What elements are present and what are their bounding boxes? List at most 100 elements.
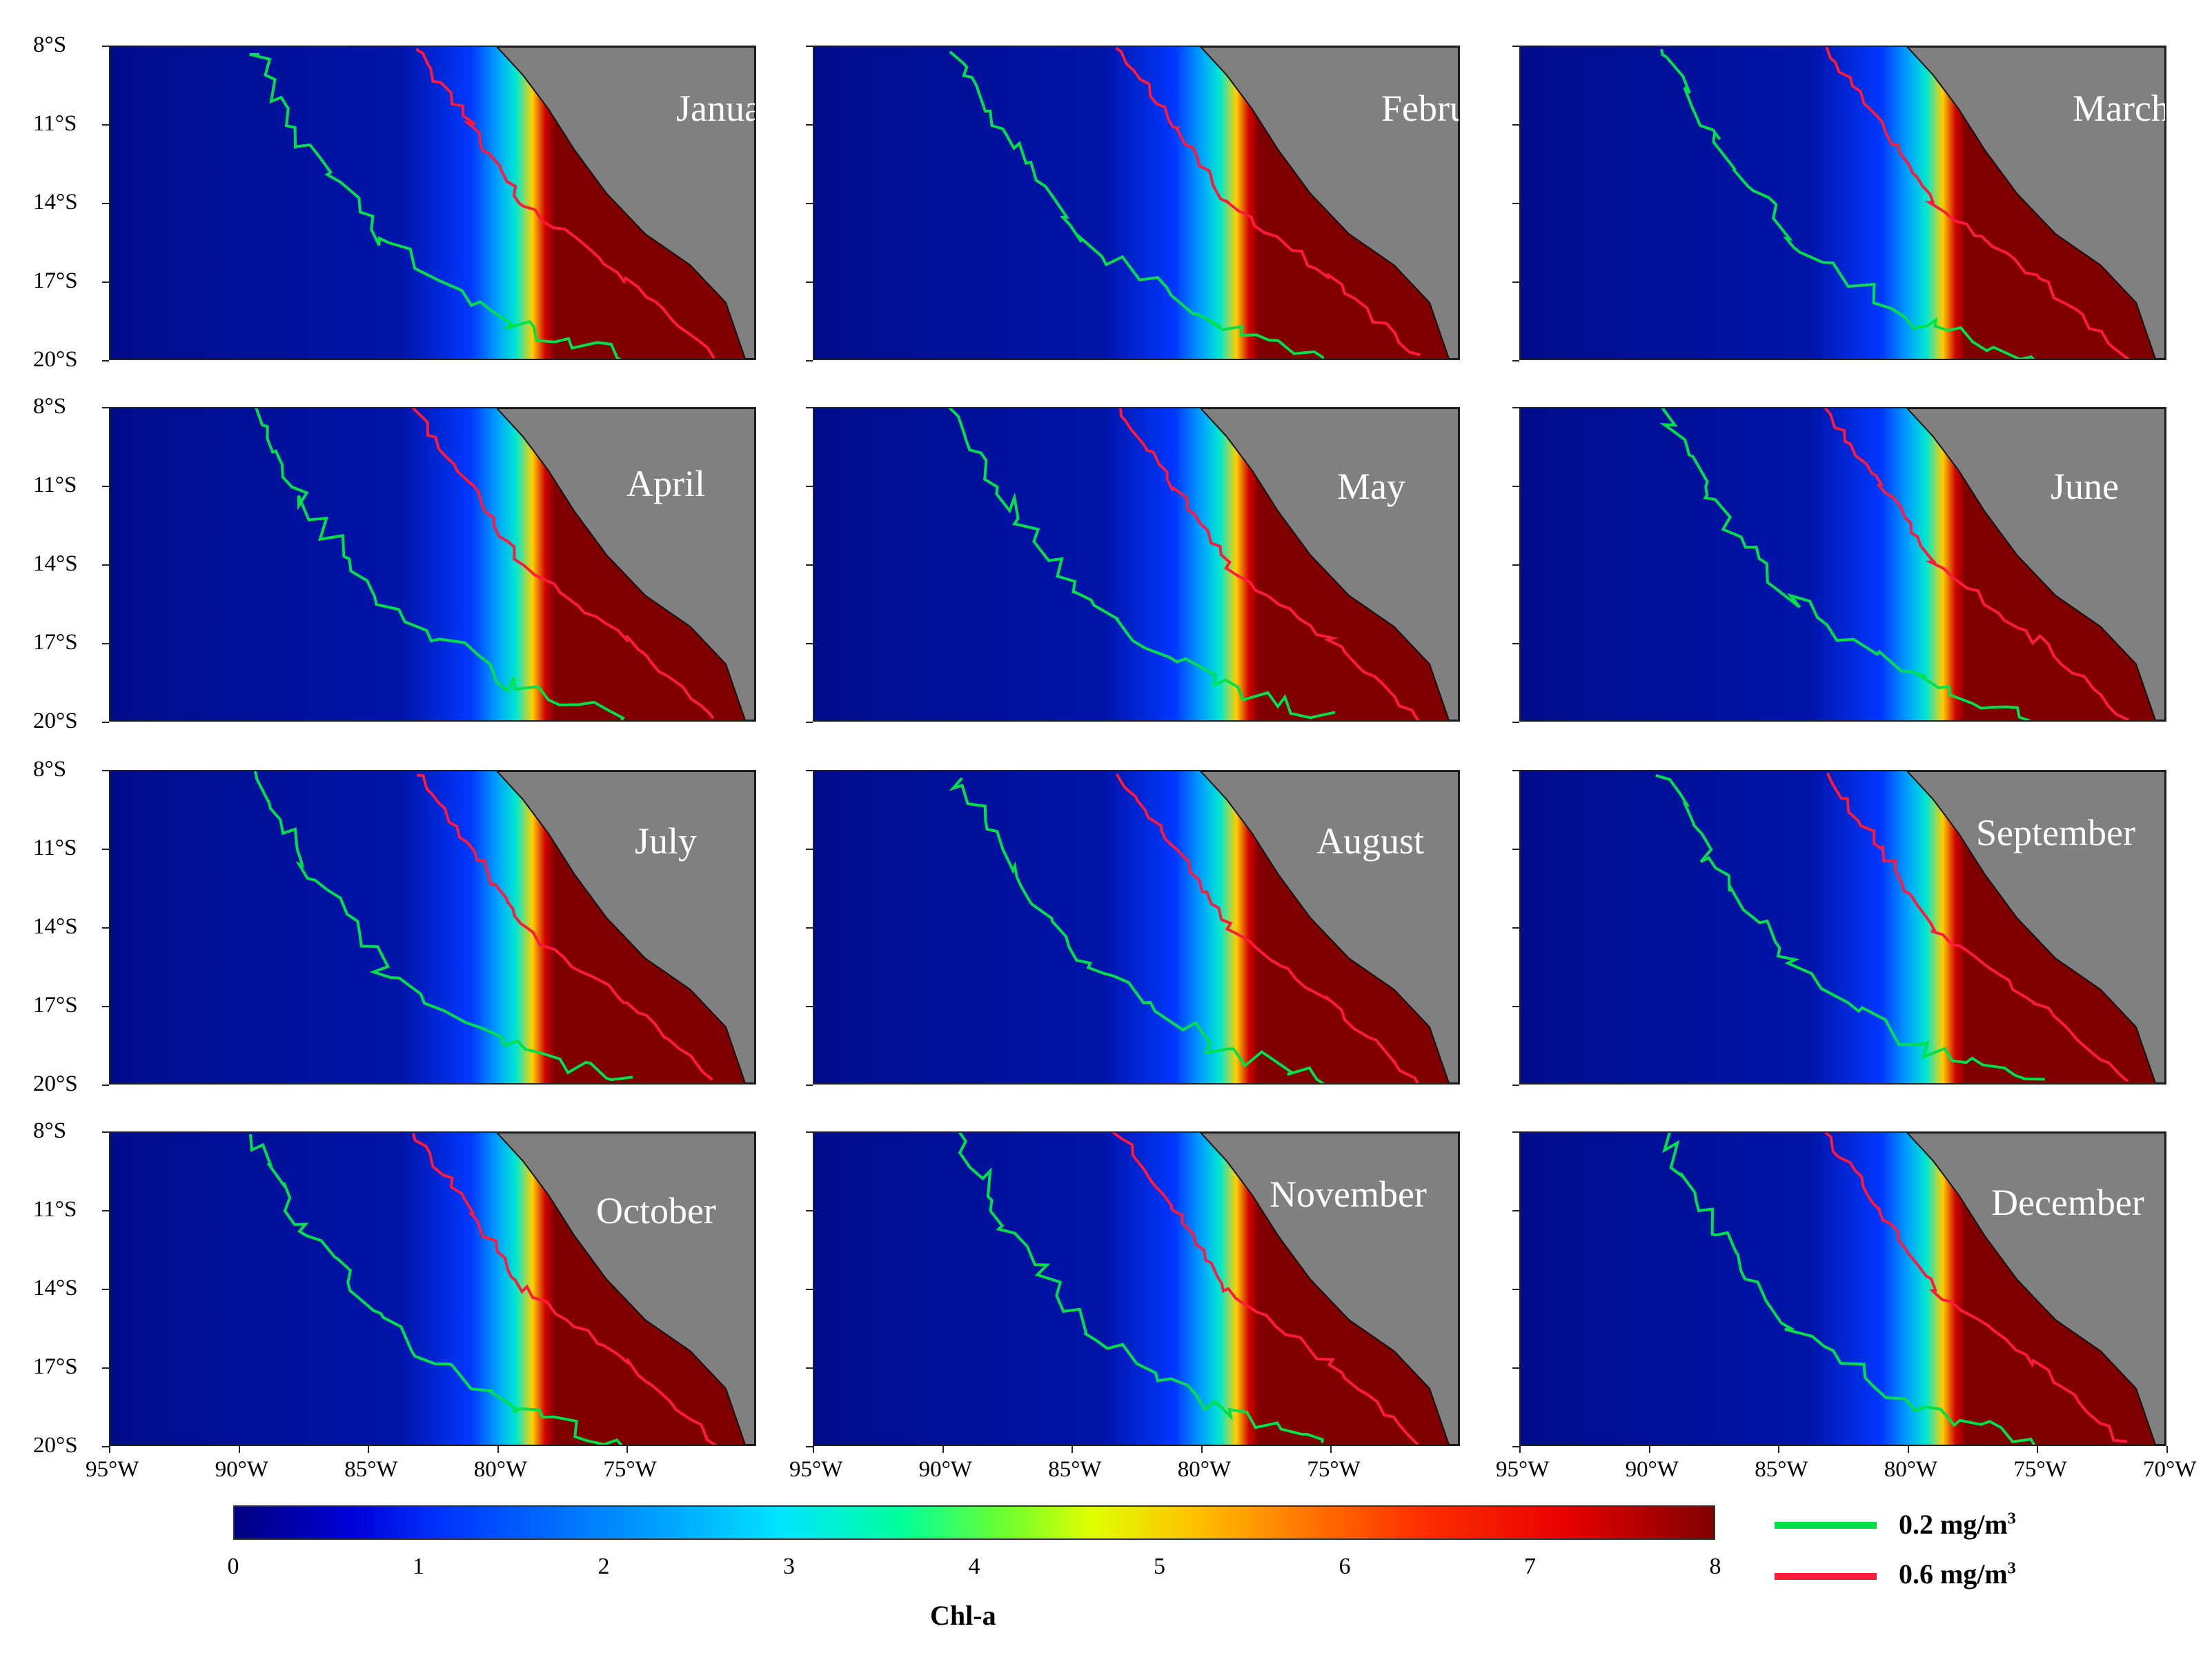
lat-tick [102,1085,109,1086]
lon-label: 85°W [344,1457,398,1482]
lat-tick [1512,564,1519,566]
lon-label: 90°W [1625,1457,1679,1482]
lat-tick [102,849,109,850]
lat-tick [806,281,813,283]
lat-tick [102,1006,109,1007]
land [1906,771,2165,1083]
lat-tick [1512,1446,1519,1447]
lat-tick [806,486,813,487]
colorbar-tick-label: 1 [413,1554,424,1579]
lat-label: 14°S [33,551,78,576]
lat-tick [1512,1131,1519,1133]
legend-line-low [1775,1522,1877,1529]
lon-tick [1072,1446,1074,1453]
legend-line-high [1775,1573,1877,1580]
lon-tick [1778,1446,1780,1453]
chl-map [814,1133,1459,1445]
chl-map [1521,771,2165,1083]
lat-tick [806,124,813,126]
lat-tick [806,203,813,204]
lon-label: 70°W [2143,1457,2197,1482]
lat-tick [806,1006,813,1007]
contour-0.6 [1112,1133,1419,1445]
month-label: January [676,88,755,129]
lat-tick [806,360,813,362]
chl-map [110,47,755,359]
lat-label: 17°S [33,1354,78,1379]
land [1200,408,1459,720]
lat-tick [1512,643,1519,644]
contour-0.6 [1824,408,2129,720]
contour-0.6 [415,48,715,359]
contour-0.2 [255,408,625,720]
chl-map [1521,408,2165,720]
lon-label: 95°W [86,1457,139,1482]
lat-tick [806,564,813,566]
lat-tick [102,486,109,487]
month-label: July [635,820,698,862]
lon-tick [368,1446,370,1453]
lat-tick [102,46,109,47]
month-label: April [626,463,705,504]
lat-tick [806,849,813,850]
lat-tick [806,1289,813,1290]
lat-label: 11°S [33,835,77,860]
lat-tick [1512,1085,1519,1086]
chl-map [110,1133,755,1445]
lat-tick [102,1131,109,1133]
chl-map [110,408,755,720]
lat-tick [1512,46,1519,47]
lon-label: 90°W [918,1457,972,1482]
contour-0.2 [958,1133,1324,1443]
contour-0.2 [948,408,1336,720]
map-panel-may: May [813,407,1460,722]
contour-0.2 [248,1134,623,1445]
lon-label: 85°W [1755,1457,1808,1482]
chl-map [814,408,1459,720]
contour-0.6 [1115,47,1421,357]
lon-tick [942,1446,944,1453]
lat-tick [102,1446,109,1447]
land [1906,408,2165,720]
lat-tick [1512,1367,1519,1369]
chl-map [814,771,1459,1083]
colorbar-tick-label: 8 [1709,1554,1721,1579]
month-label: December [1991,1182,2144,1223]
colorbar [233,1505,1715,1540]
colorbar-tick-label: 3 [783,1554,795,1579]
lat-tick [806,1085,813,1086]
lon-tick [1519,1446,1521,1453]
map-panel-august: August [813,770,1460,1085]
contour-0.2 [1655,774,2045,1081]
lat-tick [102,203,109,204]
contour-0.2 [949,777,1325,1083]
lat-tick [806,927,813,929]
lon-tick [626,1446,629,1453]
land [496,771,755,1083]
month-label: August [1316,820,1425,862]
lat-tick [102,564,109,566]
lat-tick [1512,1289,1519,1290]
contour-0.6 [1825,47,2131,359]
lat-tick [1512,203,1519,204]
lat-tick [806,722,813,723]
map-panel-october: October [109,1131,756,1446]
map-panel-september: September [1519,770,2166,1085]
land [1200,1133,1459,1445]
lat-label: 17°S [33,268,78,293]
chl-map [1521,47,2165,359]
month-label: November [1270,1174,1427,1215]
contour-0.2 [949,50,1325,359]
contour-0.2 [1660,48,2035,359]
land [1906,47,2165,359]
lon-label: 90°W [215,1457,268,1482]
contour-0.6 [412,1133,718,1445]
lon-tick [238,1446,240,1453]
contour-0.6 [1115,773,1420,1083]
lat-tick [806,407,813,408]
lat-tick [806,1210,813,1211]
land [1200,771,1459,1083]
lat-label: 11°S [33,473,77,497]
lon-label: 75°W [603,1457,657,1482]
